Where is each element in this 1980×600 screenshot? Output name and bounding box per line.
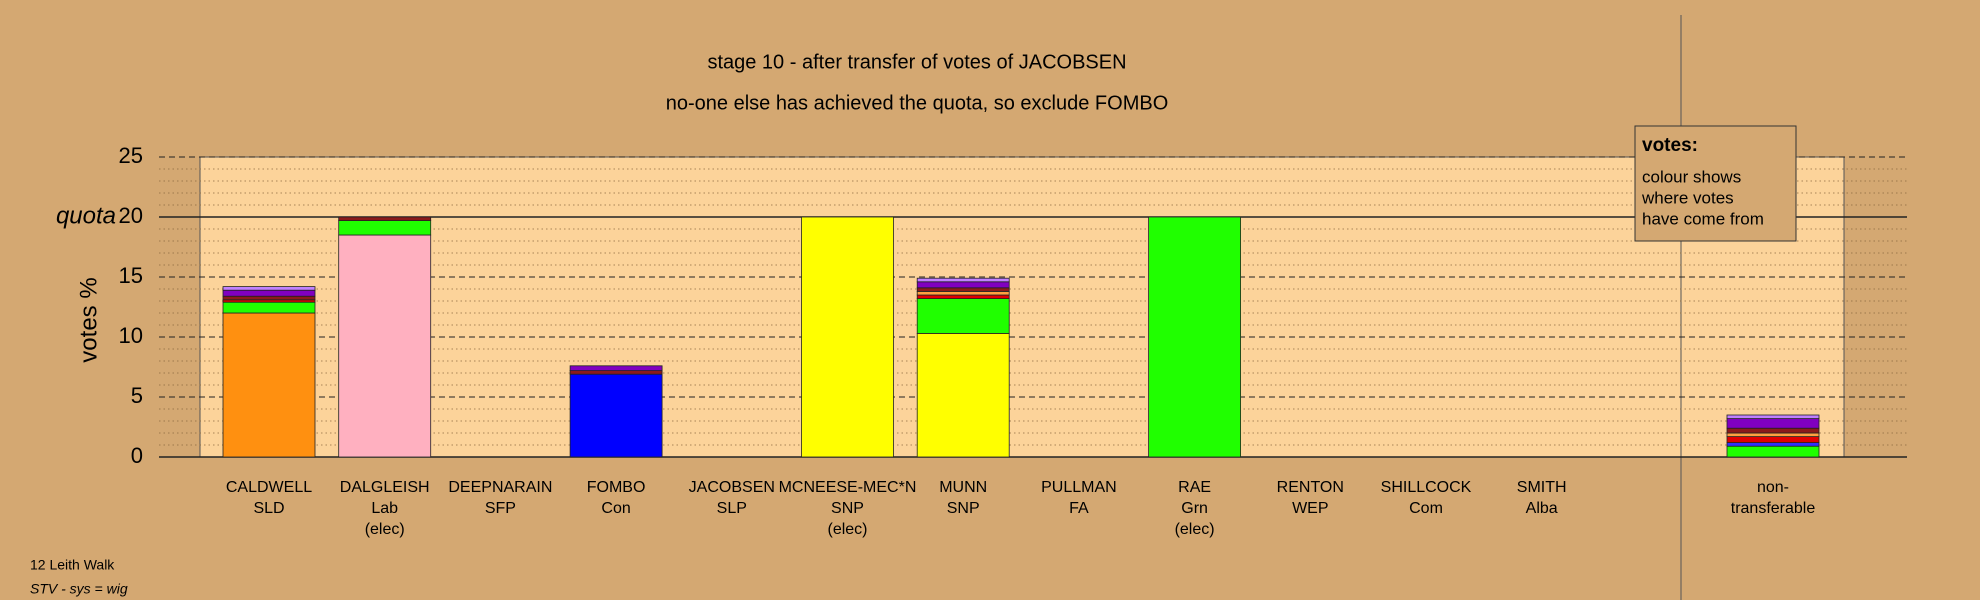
y-tick-label: 20 [119,203,143,228]
bar-segment [916,332,1010,458]
x-tick-label: SFP [485,500,516,517]
bar-segment [569,370,663,375]
x-tick-label: RAE [1178,479,1211,496]
bar-segment [916,277,1010,283]
x-tick-label: SHILLCOCK [1381,479,1472,496]
bar-segment [338,220,432,236]
legend-title: votes: [1642,135,1698,156]
legend-text: have come from [1642,209,1764,228]
y-tick-label: 10 [119,323,143,348]
x-tick-label: Alba [1526,500,1558,517]
x-tick-label: (elec) [827,521,867,538]
footer-system: STV - sys = wig [30,581,128,597]
x-tick-label: SLP [717,500,747,517]
bar-segment [916,287,1010,292]
bar-segment [1726,442,1820,447]
y-tick-label: 25 [119,143,143,168]
x-tick-label: FA [1069,500,1089,517]
chart-title: stage 10 - after transfer of votes of JA… [707,51,1126,73]
grid [159,156,1907,458]
x-tick-label: WEP [1292,500,1328,517]
bar-segment [222,286,316,291]
bar-segment [916,294,1010,299]
footer-location: 12 Leith Walk [30,557,115,573]
bar-segment [916,281,1010,289]
y-tick-label: 0 [131,443,143,468]
bar-segment [801,216,894,458]
x-tick-label: non- [1757,479,1789,496]
chart-subtitle: no-one else has achieved the quota, so e… [666,92,1169,114]
x-tick-label: Com [1409,500,1443,517]
x-tick-label: SNP [831,500,864,517]
labels: 0 5 10 15 20 25 quota CALDWELL SLD DALGLEISH Lab (e… [56,143,1815,538]
legend-box [1634,125,1797,242]
quota-label: quota [56,202,116,229]
y-tick-label: 15 [119,263,143,288]
x-tick-label: MUNN [939,479,987,496]
x-tick-label: FOMBO [587,479,646,496]
x-tick-label: PULLMAN [1041,479,1117,496]
x-tick-label: CALDWELL [226,479,312,496]
bar-segment [1726,432,1820,437]
legend: votes: colour shows where votes have com… [1634,125,1797,242]
y-axis-label: votes % [75,277,102,362]
bar-segment [1726,414,1820,419]
x-tick-label: SMITH [1517,479,1567,496]
bar-segment [338,234,432,458]
x-tick-label: Grn [1181,500,1208,517]
x-tick-label: SLD [253,500,284,517]
bar-segment [1726,427,1820,434]
x-tick-label: JACOBSEN [689,479,775,496]
x-tick-label: Con [601,500,630,517]
plot-area [199,156,1845,458]
x-tick-label: Lab [371,500,398,517]
bar-segment [916,290,1010,296]
bar-segment [222,289,316,297]
bar-segment [916,298,1010,334]
bar-segment [1726,436,1820,444]
x-tick-label: RENTON [1277,479,1344,496]
bar-segment [569,373,663,458]
x-tick-label: (elec) [1175,521,1215,538]
x-tick-label: transferable [1731,500,1816,517]
bar-segment [222,301,316,314]
bar-segment [1148,216,1241,458]
bar-segment [1726,445,1820,458]
legend-text: colour shows [1642,167,1741,186]
bar-segment [222,295,316,301]
legend-text: where votes [1641,188,1734,207]
bar-segment [569,365,663,371]
bar-segment [338,216,432,221]
x-tick-label: SNP [947,500,980,517]
bars [222,216,1820,458]
x-tick-label: (elec) [365,521,405,538]
y-tick-label: 5 [131,383,143,408]
x-tick-label: MCNEESE-MEC*N [779,479,917,496]
x-tick-label: DALGLEISH [340,479,430,496]
bar-segment [222,312,316,458]
bar-segment [1726,418,1820,429]
x-tick-label: DEEPNARAIN [448,479,552,496]
